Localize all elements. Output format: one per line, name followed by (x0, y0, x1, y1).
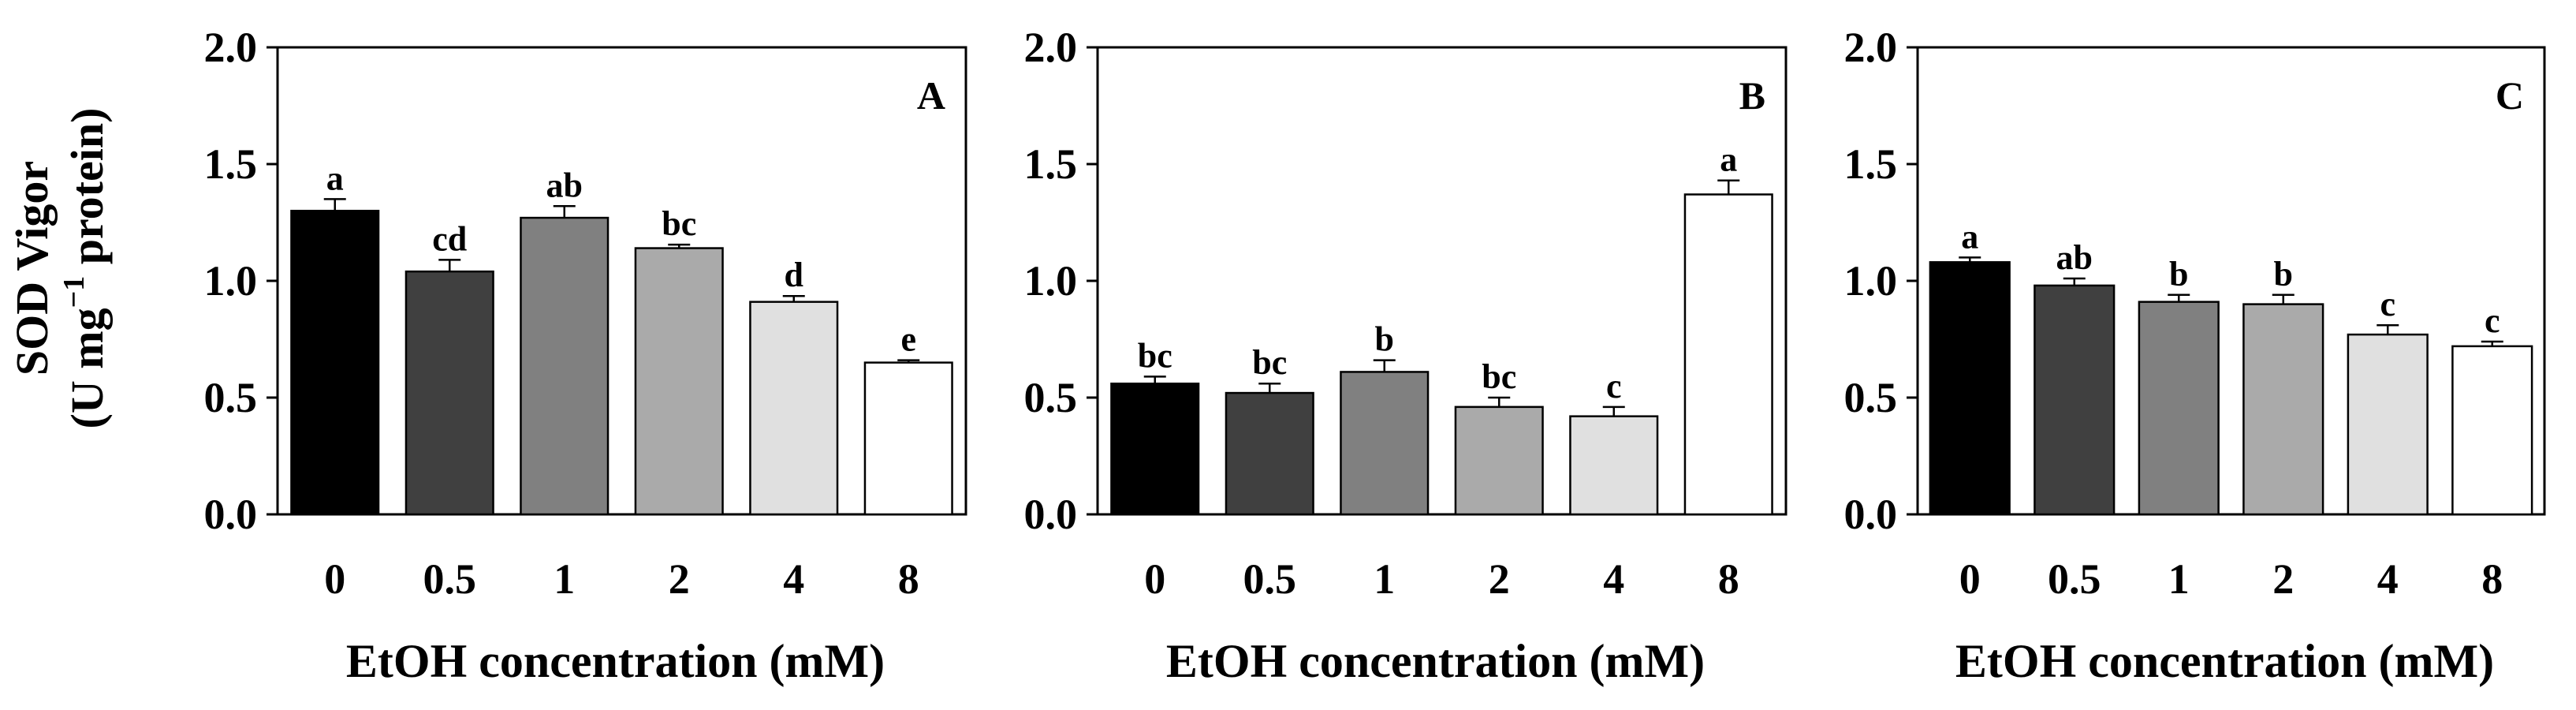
y-tick-label: 1.5 (1844, 140, 1898, 188)
x-tick-label: 2 (669, 555, 690, 603)
bar (1454, 405, 1544, 516)
bar (290, 209, 380, 516)
panel-letter: C (2496, 73, 2524, 118)
x-tick-label: 2 (2272, 555, 2294, 603)
bar (634, 247, 724, 516)
panel-A: 0.0 0.5 1.0 1.5 2.0 a 0 cd 0.5 ab 1 bc 2 d 4 e 8 A EtOH co… (204, 24, 967, 687)
x-axis-title: EtOH concentration (mM) (346, 635, 885, 687)
bar (404, 270, 494, 516)
bar (1225, 391, 1314, 516)
significance-label: b (1375, 320, 1394, 359)
bar (2451, 345, 2533, 516)
bar (2034, 284, 2116, 516)
y-tick-label: 0.5 (1844, 374, 1898, 421)
y-axis-title-unit: (U mg (62, 308, 113, 428)
y-tick-label: 0.0 (204, 491, 258, 538)
bar (2347, 333, 2429, 516)
bar (1110, 382, 1200, 516)
bar (2138, 301, 2220, 516)
x-tick-label: 4 (2377, 555, 2399, 603)
panel-C: 0.0 0.5 1.0 1.5 2.0 a 0 ab 0.5 b 1 b 2 c 4 c 8 C EtOH conc… (1844, 24, 2546, 687)
y-tick-label: 1.0 (1844, 257, 1898, 305)
y-tick-label: 2.0 (1024, 24, 1078, 71)
y-tick-label: 1.0 (1024, 257, 1078, 305)
panel-letter: A (917, 73, 945, 118)
significance-label: c (2485, 301, 2500, 340)
x-tick-label: 0.5 (2048, 555, 2101, 603)
x-tick-label: 2 (1489, 555, 1510, 603)
bar (2242, 303, 2324, 516)
x-tick-label: 0 (1144, 555, 1165, 603)
significance-label: cd (432, 219, 467, 258)
significance-label: b (2274, 255, 2293, 293)
bar (520, 216, 610, 516)
significance-label: e (900, 320, 916, 359)
x-tick-label: 0 (324, 555, 345, 603)
x-axis-title: EtOH concentration (mM) (1166, 635, 1705, 687)
x-tick-label: 0 (1959, 555, 1981, 603)
significance-label: a (1720, 140, 1737, 179)
y-axis-title-line2: (U mg−1 protein) (58, 108, 113, 429)
significance-label: bc (1252, 343, 1287, 382)
bar (1929, 261, 2011, 516)
bar (1340, 371, 1430, 516)
significance-label: bc (1138, 336, 1172, 375)
x-tick-label: 1 (1374, 555, 1395, 603)
bar (749, 301, 839, 516)
x-tick-label: 8 (898, 555, 919, 603)
x-axis-title: EtOH concentration (mM) (1955, 635, 2494, 687)
plot-frame (276, 46, 967, 516)
x-tick-label: 8 (1718, 555, 1739, 603)
y-tick-label: 1.0 (204, 257, 258, 305)
y-tick-label: 2.0 (204, 24, 258, 71)
panel-B: 0.0 0.5 1.0 1.5 2.0 bc 0 bc 0.5 b 1 bc 2 c 4 a 8 B EtOH co… (1024, 24, 1788, 687)
y-axis-title-line1: SOD Vigor (6, 161, 58, 376)
x-tick-label: 8 (2481, 555, 2503, 603)
x-tick-label: 0.5 (1243, 555, 1297, 603)
panel-letter: B (1739, 73, 1765, 118)
significance-label: ab (2056, 238, 2093, 277)
significance-label: a (1961, 217, 1978, 256)
significance-label: ab (546, 166, 583, 204)
significance-label: bc (1482, 357, 1516, 396)
plot-frame (1916, 46, 2546, 516)
significance-label: d (785, 256, 803, 294)
significance-label: c (1606, 367, 1622, 405)
significance-label: a (326, 159, 344, 197)
x-tick-label: 4 (1603, 555, 1624, 603)
bar (1683, 193, 1773, 516)
bar (1569, 415, 1659, 516)
x-tick-label: 1 (2168, 555, 2190, 603)
x-tick-label: 0.5 (423, 555, 477, 603)
significance-label: bc (662, 204, 696, 243)
y-tick-label: 1.5 (1024, 140, 1078, 188)
y-tick-label: 1.5 (204, 140, 258, 188)
plot-frame (1096, 46, 1788, 516)
y-tick-label: 0.5 (1024, 374, 1078, 421)
y-tick-label: 2.0 (1844, 24, 1898, 71)
x-tick-label: 1 (554, 555, 575, 603)
y-tick-label: 0.5 (204, 374, 258, 421)
bar (863, 361, 953, 516)
y-axis-title: SOD Vigor (U mg−1 protein) (6, 108, 113, 429)
y-tick-label: 0.0 (1024, 491, 1078, 538)
y-tick-label: 0.0 (1844, 491, 1898, 538)
significance-label: b (2169, 255, 2188, 293)
x-tick-label: 4 (783, 555, 804, 603)
significance-label: c (2380, 285, 2395, 323)
y-axis-title-exponent: −1 (58, 276, 91, 308)
y-axis-title-suffix: protein) (62, 108, 113, 276)
